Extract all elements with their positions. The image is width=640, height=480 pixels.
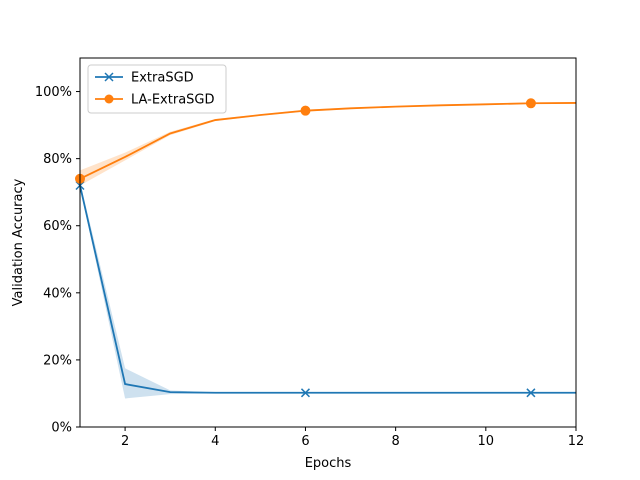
legend-item-la-extrasgd: LA-ExtraSGD [95, 93, 215, 108]
plot-area-frame [79, 57, 577, 428]
x-tick-label: 12 [568, 434, 585, 449]
y-axis-ticks: 0% 20% 40% 60% 80% 100% [35, 85, 80, 436]
x-axis-ticks: 2 4 6 8 10 12 [121, 427, 584, 449]
x-tick-label: 4 [211, 434, 219, 449]
x-tick-label: 8 [391, 434, 399, 449]
series-markers [75, 98, 536, 398]
extrasgd-point [300, 388, 310, 398]
extrasgd-band [80, 182, 576, 399]
y-tick-label: 80% [43, 152, 72, 167]
extrasgd-line [79, 185, 576, 394]
x-tick-label: 6 [301, 434, 309, 449]
y-tick-label: 60% [43, 219, 72, 234]
legend-label: LA-ExtraSGD [131, 93, 215, 108]
la-extrasgd-line [79, 102, 577, 180]
la-extrasgd-band [80, 102, 576, 186]
la-extrasgd-point [300, 105, 311, 116]
y-axis-title: Validation Accuracy [11, 178, 26, 306]
x-axis-title: Epochs [305, 456, 352, 471]
la-extrasgd-point [525, 98, 536, 109]
extrasgd-point [526, 388, 536, 398]
y-tick-label: 100% [35, 85, 72, 100]
y-tick-label: 20% [43, 353, 72, 368]
x-tick-label: 2 [121, 434, 129, 449]
legend-marker [104, 94, 114, 104]
y-tick-label: 0% [51, 421, 72, 436]
legend-item-extrasgd: ExtraSGD [95, 71, 194, 86]
series-lines [79, 102, 577, 394]
y-tick-label: 40% [43, 286, 72, 301]
legend: ExtraSGD LA-ExtraSGD [87, 64, 227, 114]
confidence-bands [80, 102, 576, 399]
legend-marker [104, 72, 114, 82]
legend-label: ExtraSGD [131, 71, 194, 86]
x-tick-label: 10 [478, 434, 495, 449]
